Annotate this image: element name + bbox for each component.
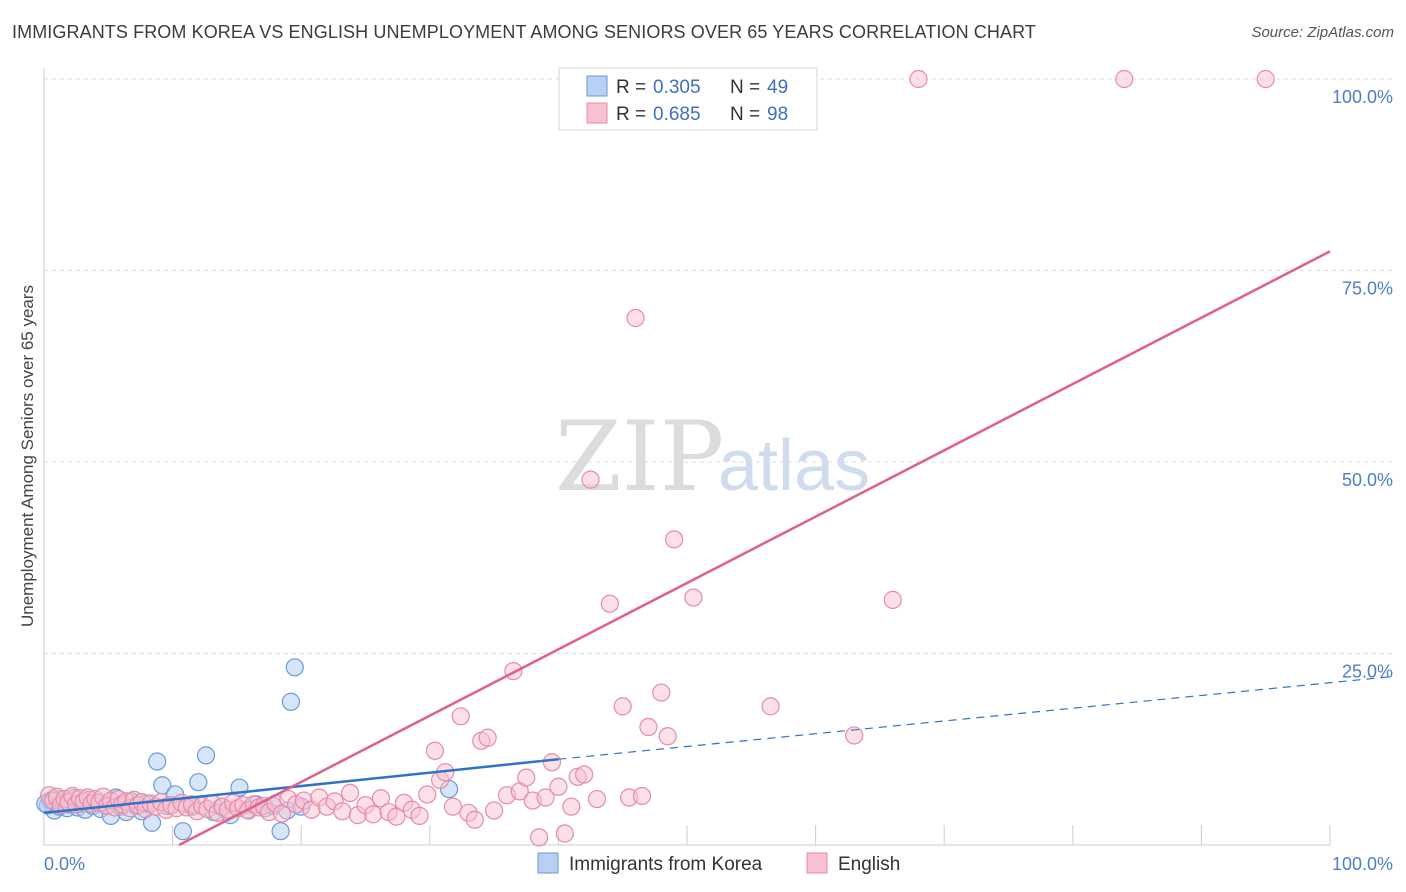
english-point-84 bbox=[517, 768, 536, 787]
x-tick-label-1: 100.0% bbox=[1332, 854, 1393, 874]
legend-korea-n-label: N = bbox=[730, 77, 760, 98]
english-point-88 bbox=[542, 753, 562, 772]
english-point-64 bbox=[371, 789, 391, 808]
y-axis-label: Unemployment Among Seniors over 65 years bbox=[18, 285, 37, 627]
english-point-110 bbox=[845, 726, 864, 745]
english-point-75 bbox=[451, 707, 470, 726]
english-point-100 bbox=[632, 786, 652, 806]
axes bbox=[43, 68, 1330, 846]
legend-english-n-value: 98 bbox=[767, 104, 788, 125]
english-point-114 bbox=[1256, 69, 1275, 89]
english-point-102 bbox=[652, 683, 671, 702]
english-point-86 bbox=[530, 828, 549, 847]
korea-trend-extension bbox=[558, 675, 1394, 760]
english-point-112 bbox=[909, 69, 928, 89]
y-tick-label-1: 75.0% bbox=[1342, 279, 1393, 299]
korea-point-45 bbox=[285, 658, 304, 677]
english-point-66 bbox=[387, 807, 406, 826]
legend-english-n-label: N = bbox=[730, 104, 760, 125]
english-point-96 bbox=[600, 594, 619, 613]
korea-point-30 bbox=[173, 822, 192, 841]
korea-point-44 bbox=[281, 692, 301, 711]
english-point-59 bbox=[333, 802, 352, 821]
x-tick-labels: 0.0% 100.0% bbox=[44, 854, 1393, 874]
watermark-atlas: atlas bbox=[718, 426, 870, 506]
english-point-63 bbox=[364, 805, 383, 824]
korea-point-33 bbox=[196, 746, 216, 765]
english-point-87 bbox=[536, 788, 555, 807]
english-point-101 bbox=[639, 717, 658, 737]
y-tick-labels: 100.0% 75.0% 50.0% 25.0% bbox=[1332, 87, 1393, 682]
y-tick-label-2: 50.0% bbox=[1342, 470, 1393, 490]
legend-korea-r-value: 0.305 bbox=[653, 77, 701, 98]
korea-point-32 bbox=[189, 773, 208, 792]
y-tick-label-0: 100.0% bbox=[1332, 87, 1393, 107]
english-point-89 bbox=[549, 777, 568, 796]
bottom-legend-swatch-korea bbox=[537, 852, 559, 874]
english-point-91 bbox=[562, 797, 581, 816]
legend-korea-n-value: 49 bbox=[767, 77, 788, 98]
series-legend: Immigrants from Korea English bbox=[537, 852, 900, 875]
watermark-zip: ZIP bbox=[555, 401, 724, 513]
bottom-legend-korea: Immigrants from Korea bbox=[569, 854, 763, 875]
english-point-80 bbox=[485, 801, 504, 820]
english-point-111 bbox=[883, 590, 902, 609]
english-point-108 bbox=[761, 697, 780, 716]
korea-trend-line bbox=[43, 757, 559, 815]
legend-korea-r-label: R = bbox=[616, 77, 646, 98]
korea-point-26 bbox=[148, 752, 167, 771]
source-label: Source: ZipAtlas.com bbox=[1251, 24, 1394, 41]
english-point-93 bbox=[575, 765, 594, 784]
korea-point-42 bbox=[271, 822, 290, 841]
english-point-103 bbox=[658, 727, 677, 746]
english-point-113 bbox=[1115, 69, 1134, 89]
legend-swatch-english bbox=[586, 102, 608, 124]
english-point-94 bbox=[581, 470, 600, 489]
english-point-95 bbox=[587, 789, 607, 809]
english-point-69 bbox=[410, 806, 429, 825]
english-point-60 bbox=[340, 783, 360, 803]
english-point-104 bbox=[665, 530, 684, 549]
grid-lines bbox=[43, 78, 1395, 845]
english-point-99 bbox=[626, 308, 645, 328]
english-point-79 bbox=[478, 728, 497, 747]
legend-english-r-label: R = bbox=[616, 104, 646, 125]
legend-swatch-korea bbox=[586, 75, 608, 97]
bottom-legend-english: English bbox=[838, 854, 900, 875]
english-point-77 bbox=[465, 810, 484, 829]
bottom-legend-swatch-english bbox=[806, 852, 828, 874]
english-point-97 bbox=[613, 697, 632, 716]
english-point-74 bbox=[443, 797, 463, 816]
legend-english-r-value: 0.685 bbox=[653, 104, 701, 125]
english-point-71 bbox=[425, 741, 445, 760]
x-tick-label-0: 0.0% bbox=[44, 854, 85, 874]
english-point-70 bbox=[418, 785, 437, 804]
english-trend-line bbox=[178, 250, 1331, 847]
chart-title: IMMIGRANTS FROM KOREA VS ENGLISH UNEMPLO… bbox=[12, 22, 1036, 42]
english-point-90 bbox=[555, 824, 574, 843]
stats-legend: R = 0.305 N = 49 R = 0.685 N = 98 bbox=[558, 67, 818, 131]
y-tick-label-3: 25.0% bbox=[1342, 662, 1393, 682]
english-point-82 bbox=[504, 662, 523, 681]
trend-lines bbox=[43, 250, 1394, 847]
english-point-105 bbox=[684, 588, 703, 607]
